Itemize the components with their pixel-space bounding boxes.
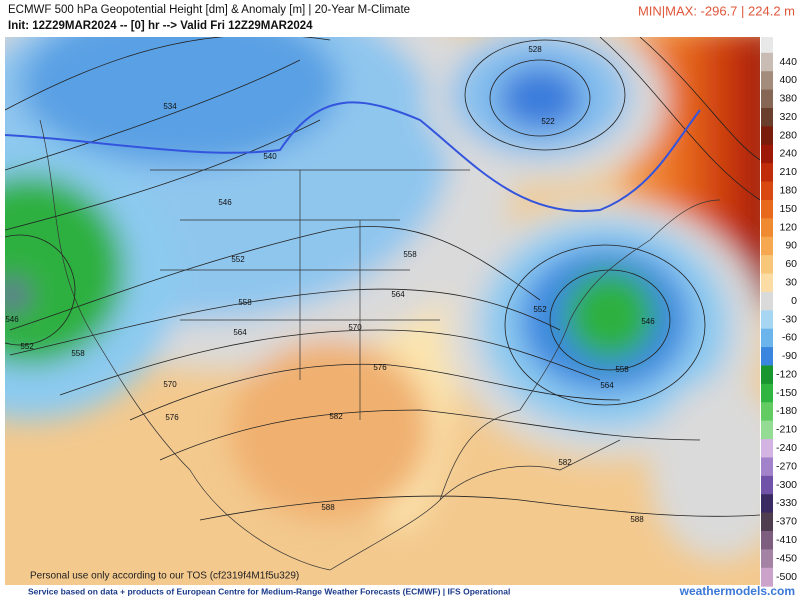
colorbar-label: 30 bbox=[785, 276, 797, 288]
colorbar-label: -90 bbox=[782, 350, 797, 362]
colorbar-band bbox=[761, 273, 773, 293]
colorbar-band bbox=[761, 347, 773, 366]
colorbar-label: 400 bbox=[779, 74, 797, 86]
contour-label: 558 bbox=[615, 365, 629, 374]
colorbar-label: 380 bbox=[779, 93, 797, 105]
colorbar-label: 120 bbox=[779, 221, 797, 233]
contour-label: 570 bbox=[348, 323, 362, 332]
colorbar: 440 400 380 320 280 240 210 180 150 120 90 60 30 0 -30… bbox=[761, 37, 797, 587]
colorbar-band bbox=[761, 52, 773, 72]
colorbar-band bbox=[761, 328, 773, 348]
contour-label: 558 bbox=[403, 250, 417, 259]
colorbar-label: -30 bbox=[782, 313, 797, 325]
map bbox=[5, 37, 760, 585]
credit: Service based on data + products of Euro… bbox=[28, 586, 510, 596]
colorbar-label: 240 bbox=[779, 148, 797, 160]
map-title: ECMWF 500 hPa Geopotential Height [dm] &… bbox=[8, 4, 410, 16]
contour-label: 588 bbox=[630, 515, 644, 524]
init-time: Init: 12Z29MAR2024 -- [0] hr --> Valid F… bbox=[8, 20, 313, 32]
colorbar-band bbox=[761, 107, 773, 127]
contour-label: 564 bbox=[600, 381, 614, 390]
colorbar-label: 180 bbox=[779, 185, 797, 197]
colorbar-label: 60 bbox=[785, 258, 797, 270]
colorbar-label: -300 bbox=[776, 479, 797, 491]
contour-label: 552 bbox=[533, 305, 547, 314]
contour-label: 576 bbox=[165, 413, 179, 422]
colorbar-band bbox=[761, 475, 773, 495]
colorbar-band bbox=[761, 494, 773, 514]
contour-label: 558 bbox=[71, 349, 85, 358]
contour-label: 528 bbox=[528, 45, 542, 54]
site-link[interactable]: weathermodels.com bbox=[679, 584, 795, 598]
contour-label: 522 bbox=[541, 117, 555, 126]
colorbar-label: 210 bbox=[779, 166, 797, 178]
colorbar-band bbox=[761, 383, 773, 403]
contour-label: 552 bbox=[20, 342, 34, 351]
colorbar-band bbox=[761, 199, 773, 219]
min-max: MIN|MAX: -296.7 | 224.2 m bbox=[638, 3, 795, 18]
colorbar-label: -370 bbox=[776, 516, 797, 528]
contour-label: 588 bbox=[321, 503, 335, 512]
colorbar-band bbox=[761, 181, 773, 201]
colorbar-band bbox=[761, 549, 773, 569]
contour-label: 582 bbox=[558, 458, 572, 467]
contour-label: 582 bbox=[329, 412, 343, 421]
colorbar-band bbox=[761, 163, 773, 183]
colorbar-band bbox=[761, 89, 773, 109]
colorbar-band bbox=[761, 567, 773, 587]
colorbar-label: -410 bbox=[776, 534, 797, 546]
colorbar-label: -180 bbox=[776, 405, 797, 417]
contour-label: 558 bbox=[238, 298, 252, 307]
colorbar-label: 440 bbox=[779, 56, 797, 68]
colorbar-band bbox=[761, 439, 773, 458]
contour-label: 540 bbox=[263, 152, 277, 161]
colorbar-band bbox=[761, 531, 773, 550]
colorbar-label: -450 bbox=[776, 552, 797, 564]
contour-label: 534 bbox=[163, 102, 177, 111]
colorbar-band bbox=[761, 512, 773, 532]
colorbar-label: 90 bbox=[785, 240, 797, 252]
colorbar-band bbox=[761, 144, 773, 164]
colorbar-label: -240 bbox=[776, 442, 797, 454]
colorbar-label: 150 bbox=[779, 203, 797, 215]
colorbar-label: -210 bbox=[776, 424, 797, 436]
contour-label: 552 bbox=[231, 255, 245, 264]
colorbar-label: -330 bbox=[776, 497, 797, 509]
colorbar-band bbox=[761, 402, 773, 422]
contour-label: 576 bbox=[373, 363, 387, 372]
contour-label: 564 bbox=[233, 328, 247, 337]
contour-label: 546 bbox=[641, 317, 655, 326]
colorbar-band bbox=[761, 365, 773, 385]
contour-label: 564 bbox=[391, 290, 405, 299]
colorbar-band bbox=[761, 218, 773, 238]
colorbar-label: -500 bbox=[776, 571, 797, 583]
contour-label: 546 bbox=[5, 315, 19, 324]
colorbar-label: -150 bbox=[776, 387, 797, 399]
colorbar-band bbox=[761, 126, 773, 146]
colorbar-label: -120 bbox=[776, 368, 797, 380]
colorbar-label: 0 bbox=[791, 295, 797, 307]
colorbar-band bbox=[761, 71, 773, 91]
colorbar-label: -60 bbox=[782, 332, 797, 344]
colorbar-band bbox=[761, 255, 773, 275]
colorbar-label: 320 bbox=[779, 111, 797, 123]
colorbar-label: -270 bbox=[776, 460, 797, 472]
colorbar-label: 280 bbox=[779, 129, 797, 141]
colorbar-band bbox=[761, 236, 773, 256]
colorbar-band bbox=[761, 420, 773, 440]
colorbar-band bbox=[761, 457, 773, 477]
contour-label: 570 bbox=[163, 380, 177, 389]
colorbar-band bbox=[761, 291, 773, 311]
contour-label: 546 bbox=[218, 198, 232, 207]
colorbar-band bbox=[761, 310, 773, 330]
watermark: Personal use only according to our TOS (… bbox=[30, 571, 299, 582]
